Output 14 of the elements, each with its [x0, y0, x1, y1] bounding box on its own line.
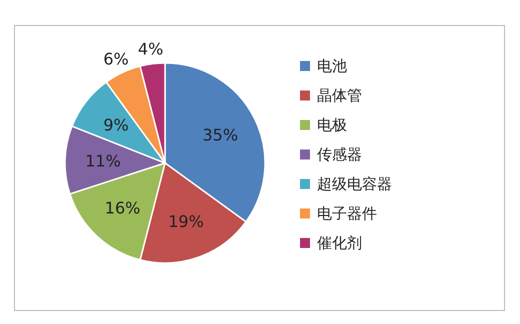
data-label: 11%	[85, 152, 121, 171]
legend-label: 传感器	[317, 146, 362, 164]
data-label: 16%	[104, 198, 140, 218]
data-label: 9%	[103, 116, 129, 134]
legend-label: 电极	[317, 116, 347, 134]
data-label: 35%	[202, 125, 238, 144]
legend-label: 电子器件	[317, 204, 377, 222]
legend-label: 晶体管	[317, 86, 362, 104]
legend-label: 电池	[317, 57, 347, 75]
legend-label: 催化剂	[317, 234, 362, 252]
legend-label: 超级电容器	[317, 175, 392, 193]
data-label: 4%	[138, 39, 164, 58]
data-label: 6%	[103, 49, 129, 68]
data-label: 19%	[168, 212, 204, 231]
